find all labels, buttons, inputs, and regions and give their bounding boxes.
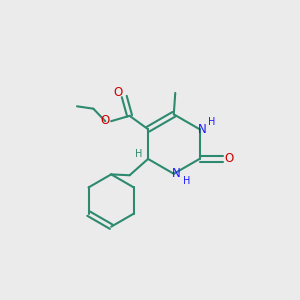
- Text: N: N: [197, 123, 206, 136]
- Text: H: H: [208, 117, 216, 127]
- Text: N: N: [172, 167, 181, 180]
- Text: H: H: [135, 148, 143, 159]
- Text: O: O: [100, 114, 110, 127]
- Text: O: O: [224, 152, 233, 165]
- Text: H: H: [183, 176, 190, 186]
- Text: O: O: [114, 86, 123, 99]
